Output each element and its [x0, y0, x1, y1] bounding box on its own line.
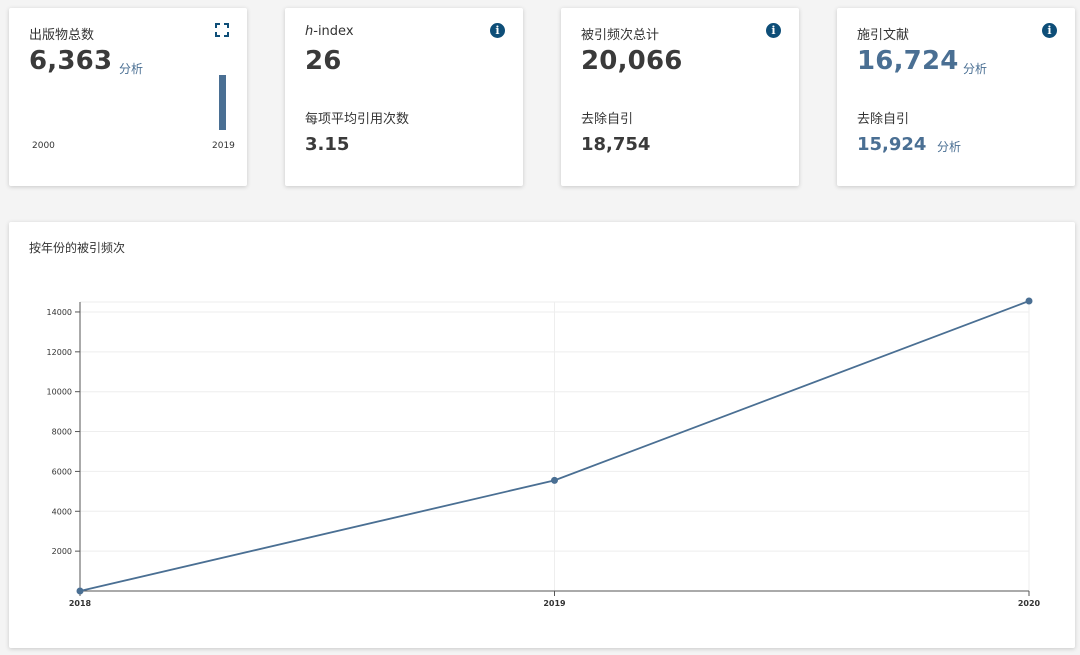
citing-excl-self-value[interactable]: 15,924: [857, 134, 927, 155]
citing-analysis-link[interactable]: 分析: [963, 62, 988, 76]
publications-year-bar: [219, 75, 226, 130]
hindex-title-italic: h: [305, 24, 314, 39]
hindex-title: h-index: [305, 24, 354, 39]
data-point: [1025, 297, 1033, 305]
chart-title: 按年份的被引频次: [29, 241, 126, 255]
publications-card: 出版物总数 6,363 分析 2000 2019: [9, 8, 247, 186]
citations-excl-self-value: 18,754: [581, 134, 651, 155]
y-tick-label: 2000: [52, 547, 72, 556]
citations-title: 被引频次总计: [581, 28, 660, 43]
citations-excl-self-label: 去除自引: [581, 112, 634, 127]
avg-citations-label: 每项平均引用次数: [305, 112, 410, 127]
citing-excl-self-analysis-link[interactable]: 分析: [937, 140, 962, 154]
publications-value: 6,363: [29, 46, 113, 76]
x-tick-label: 2018: [69, 599, 92, 608]
x-tick-label: 2019: [543, 599, 566, 608]
citations-value: 20,066: [581, 46, 683, 76]
citations-card: 被引频次总计 i 20,066 去除自引 18,754: [561, 8, 799, 186]
citations-by-year-panel: 按年份的被引频次 2000 4000 6000 8000 10000 12000 14000…: [9, 222, 1075, 648]
avg-citations-value: 3.15: [305, 134, 350, 155]
hindex-card: h-index i 26 每项平均引用次数 3.15: [285, 8, 523, 186]
citing-title: 施引文献: [857, 28, 910, 43]
publications-title: 出版物总数: [29, 28, 95, 43]
y-tick-label: 8000: [52, 428, 72, 437]
y-tick-label: 4000: [52, 507, 72, 516]
info-icon[interactable]: i: [1042, 23, 1057, 38]
y-tick-label: 10000: [47, 388, 72, 397]
info-icon[interactable]: i: [766, 23, 781, 38]
year-start-label: 2000: [32, 141, 55, 151]
citing-value[interactable]: 16,724: [857, 46, 959, 76]
x-tick-label: 2020: [1018, 599, 1041, 608]
year-end-label: 2019: [212, 141, 235, 151]
data-point: [551, 476, 558, 484]
expand-icon[interactable]: [215, 23, 229, 37]
y-tick-label: 14000: [47, 308, 72, 317]
y-tick-label: 12000: [47, 348, 72, 357]
citing-articles-card: 施引文献 i 16,724 分析 去除自引 15,924 分析: [837, 8, 1075, 186]
hindex-value: 26: [305, 46, 342, 76]
data-point: [76, 587, 84, 595]
info-icon[interactable]: i: [490, 23, 505, 38]
publications-analysis-link[interactable]: 分析: [119, 62, 144, 76]
y-tick-label: 6000: [52, 467, 72, 476]
hindex-title-rest: -index: [313, 24, 354, 39]
citing-excl-self-label: 去除自引: [857, 112, 910, 127]
citations-line-chart: 2000 4000 6000 8000 10000 12000 14000 2018 2019 2…: [47, 297, 1041, 608]
